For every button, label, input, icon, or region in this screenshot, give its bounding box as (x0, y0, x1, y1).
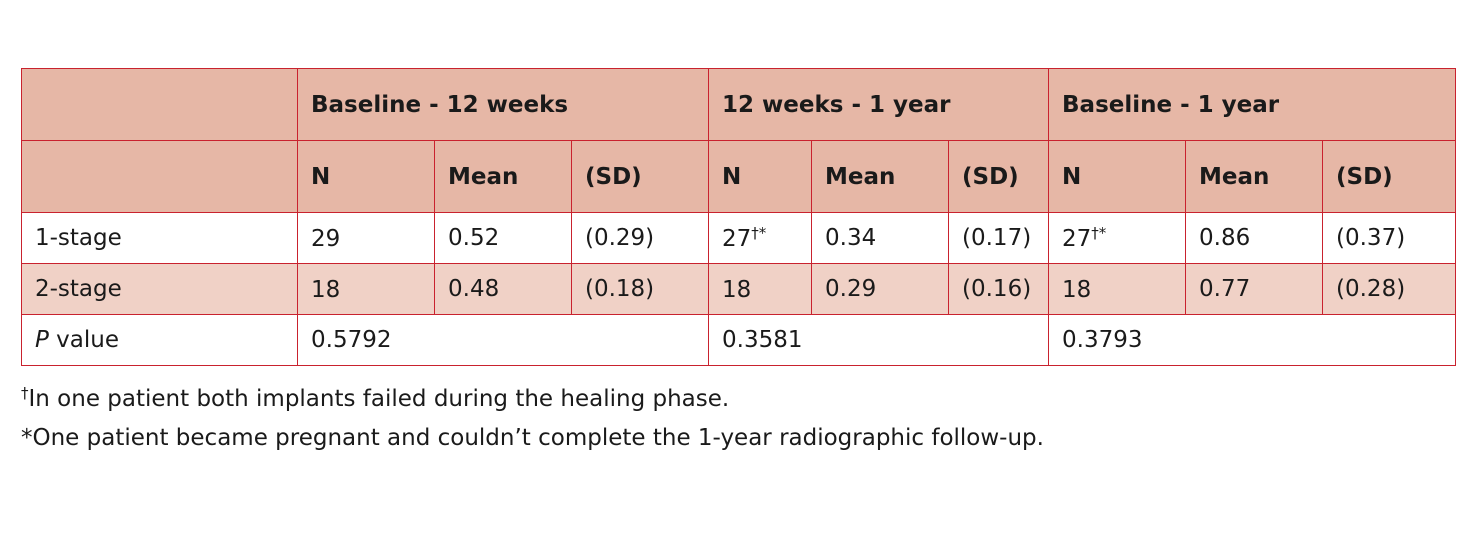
pvalue-cell: 0.3581 (708, 314, 1050, 366)
cell-n: 27†* (1048, 212, 1187, 264)
group-header: 12 weeks - 1 year (708, 68, 1050, 141)
cell-mean: 0.77 (1185, 263, 1324, 315)
cell-n: 18 (297, 263, 435, 315)
header-row-subheaders: N Mean (SD) N Mean (SD) N Mean (SD) (21, 140, 1457, 213)
cell-mean: 0.86 (1185, 212, 1324, 264)
cell-mean: 0.52 (434, 212, 572, 264)
subheader-n: N (708, 140, 813, 213)
cell-sd: (0.17) (948, 212, 1050, 264)
subheader-n: N (1048, 140, 1187, 213)
cell-n: 27†* (708, 212, 813, 264)
header-empty-cell (21, 68, 298, 141)
subheader-n: N (297, 140, 435, 213)
footnote: *One patient became pregnant and couldn’… (21, 425, 1044, 451)
row-label: 2-stage (21, 263, 298, 315)
cell-mean: 0.48 (434, 263, 572, 315)
cell-sd: (0.37) (1322, 212, 1457, 264)
cell-sd: (0.29) (570, 212, 710, 264)
group-header: Baseline - 12 weeks (296, 68, 710, 141)
subheader-sd: (SD) (1322, 140, 1457, 213)
subheader-mean: Mean (434, 140, 572, 213)
cell-n: 18 (708, 263, 813, 315)
subheader-mean: Mean (1185, 140, 1324, 213)
pvalue-cell: 0.3793 (1048, 314, 1457, 366)
cell-sd: (0.18) (570, 263, 710, 315)
subheader-sd: (SD) (570, 140, 710, 213)
cell-n: 18 (1048, 263, 1187, 315)
cell-sd: (0.28) (1322, 263, 1457, 315)
subheader-sd: (SD) (948, 140, 1050, 213)
pvalue-cell: 0.5792 (296, 314, 710, 366)
footnotes: †In one patient both implants failed dur… (21, 377, 1044, 455)
cell-mean: 0.34 (811, 212, 950, 264)
pvalue-row: P value 0.5792 0.3581 0.3793 (21, 314, 1457, 366)
pvalue-label: P value (21, 314, 298, 366)
row-label: 1-stage (21, 212, 298, 264)
results-table: Baseline - 12 weeks 12 weeks - 1 year Ba… (21, 68, 1457, 366)
header-row-groups: Baseline - 12 weeks 12 weeks - 1 year Ba… (21, 68, 1457, 141)
cell-sd: (0.16) (948, 263, 1050, 315)
header-empty-cell (21, 140, 298, 213)
group-header: Baseline - 1 year (1048, 68, 1457, 141)
table-row: 2-stage 18 0.48 (0.18) 18 0.29 (0.16) 18… (21, 263, 1457, 315)
subheader-mean: Mean (811, 140, 950, 213)
cell-n: 29 (297, 212, 435, 264)
cell-mean: 0.29 (811, 263, 950, 315)
footnote: †In one patient both implants failed dur… (21, 384, 730, 412)
table-row: 1-stage 29 0.52 (0.29) 27†* 0.34 (0.17) … (21, 212, 1457, 264)
